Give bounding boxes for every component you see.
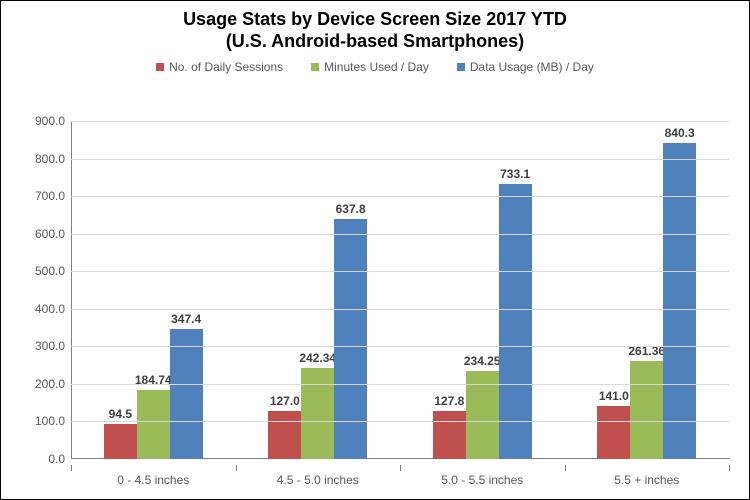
- legend-label-sessions: No. of Daily Sessions: [169, 60, 283, 74]
- chart-title: Usage Stats by Device Screen Size 2017 Y…: [1, 1, 749, 52]
- legend-swatch-data: [457, 63, 465, 71]
- y-tick-label: 300.0: [35, 339, 71, 353]
- x-category-label: 0 - 4.5 inches: [117, 473, 189, 487]
- bar-value-label: 127.0: [270, 394, 300, 408]
- legend-item-minutes: Minutes Used / Day: [311, 60, 429, 74]
- y-tick-label: 700.0: [35, 189, 71, 203]
- bar: 733.1: [499, 184, 532, 459]
- bar: 242.34: [301, 368, 334, 459]
- y-tick-label: 0.0: [48, 452, 71, 466]
- plot-area: 94.5184.74347.4127.0242.34637.8127.8234.…: [71, 121, 729, 459]
- bar: 261.36: [630, 361, 663, 459]
- bar-group: 127.8234.25733.1: [400, 121, 565, 459]
- y-tick-label: 500.0: [35, 264, 71, 278]
- bar: 184.74: [137, 390, 170, 459]
- legend: No. of Daily Sessions Minutes Used / Day…: [1, 60, 749, 74]
- bar: 141.0: [597, 406, 630, 459]
- chart-container: Usage Stats by Device Screen Size 2017 Y…: [0, 0, 750, 500]
- x-tick: [729, 465, 730, 471]
- gridline: [71, 234, 729, 235]
- bars-layer: 94.5184.74347.4127.0242.34637.8127.8234.…: [71, 121, 729, 459]
- chart-title-line2: (U.S. Android-based Smartphones): [1, 31, 749, 53]
- gridline: [71, 309, 729, 310]
- chart-title-line1: Usage Stats by Device Screen Size 2017 Y…: [1, 9, 749, 31]
- y-tick-label: 200.0: [35, 377, 71, 391]
- legend-item-data: Data Usage (MB) / Day: [457, 60, 594, 74]
- bar-group: 127.0242.34637.8: [236, 121, 401, 459]
- gridline: [71, 346, 729, 347]
- bar-value-label: 840.3: [665, 126, 695, 140]
- gridline: [71, 421, 729, 422]
- gridline: [71, 121, 729, 122]
- legend-item-sessions: No. of Daily Sessions: [156, 60, 283, 74]
- legend-label-data: Data Usage (MB) / Day: [470, 60, 594, 74]
- x-category-label: 5.0 - 5.5 inches: [441, 473, 523, 487]
- bar-value-label: 242.34: [299, 351, 336, 365]
- x-tick: [400, 465, 401, 471]
- legend-swatch-sessions: [156, 63, 164, 71]
- bar: 127.8: [433, 411, 466, 459]
- bar-value-label: 234.25: [464, 354, 501, 368]
- bar-group: 141.0261.36840.3: [565, 121, 730, 459]
- bar-group: 94.5184.74347.4: [71, 121, 236, 459]
- gridline: [71, 384, 729, 385]
- legend-swatch-minutes: [311, 63, 319, 71]
- y-tick-label: 400.0: [35, 302, 71, 316]
- x-tick: [236, 465, 237, 471]
- gridline: [71, 159, 729, 160]
- bar: 347.4: [170, 329, 203, 459]
- x-category-label: 4.5 - 5.0 inches: [277, 473, 359, 487]
- x-category-label: 5.5 + inches: [614, 473, 679, 487]
- gridline: [71, 196, 729, 197]
- bar-value-label: 141.0: [599, 389, 629, 403]
- bar-value-label: 127.8: [434, 394, 464, 408]
- bar: 637.8: [334, 219, 367, 459]
- bar: 127.0: [268, 411, 301, 459]
- legend-label-minutes: Minutes Used / Day: [324, 60, 429, 74]
- x-tick: [565, 465, 566, 471]
- bar-value-label: 637.8: [336, 202, 366, 216]
- bar-value-label: 347.4: [171, 312, 201, 326]
- y-tick-label: 100.0: [35, 414, 71, 428]
- x-tick: [71, 465, 72, 471]
- bar-value-label: 733.1: [500, 167, 530, 181]
- y-tick-label: 900.0: [35, 114, 71, 128]
- bar: 840.3: [663, 143, 696, 459]
- gridline: [71, 271, 729, 272]
- y-tick-label: 600.0: [35, 227, 71, 241]
- y-tick-label: 800.0: [35, 152, 71, 166]
- bar: 94.5: [104, 424, 137, 459]
- bar-value-label: 94.5: [109, 407, 132, 421]
